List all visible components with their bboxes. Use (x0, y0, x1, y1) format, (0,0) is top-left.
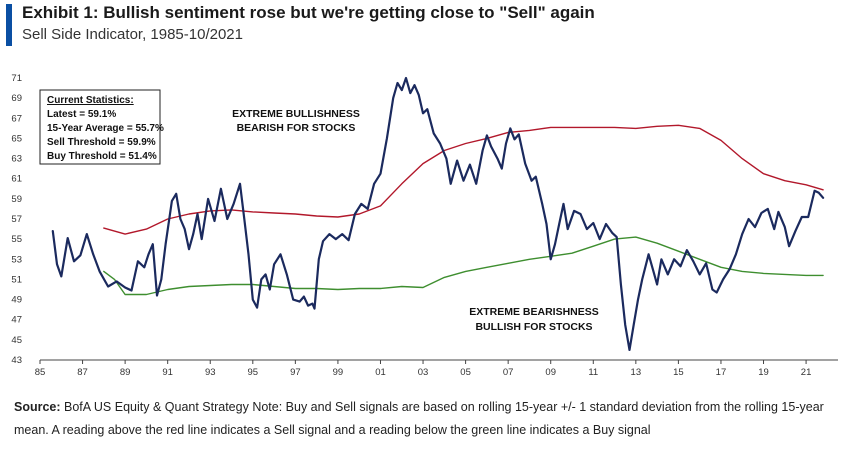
x-tick-label: 91 (162, 367, 173, 378)
y-tick-label: 55 (11, 234, 22, 245)
x-tick-label: 09 (545, 367, 556, 378)
buy-threshold-line (103, 236, 824, 296)
chart-title: Exhibit 1: Bullish sentiment rose but we… (22, 3, 595, 22)
y-tick-label: 69 (11, 93, 22, 104)
title-accent-bar (6, 4, 12, 46)
stats-box: Current Statistics: Latest = 59.1% 15-Ye… (39, 89, 164, 165)
x-tick-label: 05 (460, 367, 471, 378)
x-tick-label: 89 (120, 367, 131, 378)
series-lines (51, 76, 825, 351)
y-tick-label: 43 (11, 355, 22, 366)
x-tick-label: 87 (77, 367, 88, 378)
x-tick-label: 17 (716, 367, 727, 378)
y-tick-label: 61 (11, 174, 22, 185)
y-tick-label: 71 (11, 73, 22, 84)
sell-side-indicator-chart: 43 45 47 49 51 53 55 57 59 61 63 65 67 69 71 85 87 89 91 93… (11, 73, 838, 378)
source-label: Source: (14, 400, 61, 414)
stats-sell-threshold: Sell Threshold = 59.9% (47, 137, 156, 148)
annotation-extreme-bullishness: EXTREME BULLISHNESS (232, 108, 360, 120)
stats-15yr-average: 15-Year Average = 55.7% (47, 123, 164, 134)
y-tick-label: 65 (11, 133, 22, 144)
stats-buy-threshold: Buy Threshold = 51.4% (47, 151, 157, 162)
indicator-line (51, 76, 825, 351)
y-tick-label: 53 (11, 254, 22, 265)
x-tick-label: 07 (503, 367, 514, 378)
annotation-extreme-bearishness: EXTREME BEARISHNESS (469, 306, 599, 318)
stats-box-border (39, 89, 161, 165)
annotation-bearish-for-stocks: BEARISH FOR STOCKS (237, 122, 356, 134)
x-tick-label: 15 (673, 367, 684, 378)
x-tick-label: 19 (758, 367, 769, 378)
y-tick-label: 45 (11, 335, 22, 346)
y-tick-label: 47 (11, 315, 22, 326)
x-tick-label: 11 (588, 367, 598, 378)
x-tick-label: 85 (35, 367, 46, 378)
stats-latest: Latest = 59.1% (47, 109, 116, 120)
annotation-bullish-for-stocks: BULLISH FOR STOCKS (475, 321, 592, 333)
x-tick-label: 03 (418, 367, 429, 378)
x-tick-label: 01 (375, 367, 386, 378)
x-tick-label: 93 (205, 367, 216, 378)
y-tick-label: 57 (11, 214, 22, 225)
source-text: BofA US Equity & Quant Strategy Note: Bu… (14, 400, 824, 437)
x-tick-label: 97 (290, 367, 301, 378)
x-tick-label: 99 (333, 367, 344, 378)
y-tick-label: 63 (11, 154, 22, 165)
axes: 43 45 47 49 51 53 55 57 59 61 63 65 67 69 71 85 87 89 91 93… (11, 73, 838, 378)
stats-heading: Current Statistics: (47, 95, 134, 106)
chart-subtitle: Sell Side Indicator, 1985-10/2021 (22, 26, 243, 43)
source-footnote: Source: BofA US Equity & Quant Strategy … (14, 396, 844, 442)
x-tick-label: 95 (248, 367, 259, 378)
y-tick-label: 67 (11, 113, 22, 124)
x-tick-label: 13 (631, 367, 642, 378)
x-tick-label: 21 (801, 367, 812, 378)
y-tick-label: 51 (11, 274, 22, 285)
y-tick-label: 49 (11, 295, 22, 306)
y-tick-label: 59 (11, 194, 22, 205)
